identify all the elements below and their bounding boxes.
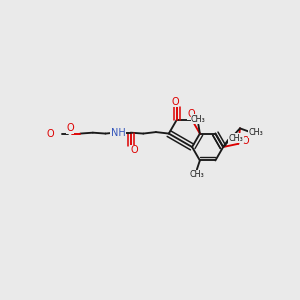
Text: CH₃: CH₃ <box>190 170 204 179</box>
Text: O: O <box>241 136 249 146</box>
Text: O: O <box>188 109 195 119</box>
Text: O: O <box>130 145 138 155</box>
Text: NH: NH <box>111 128 125 138</box>
Text: O: O <box>66 123 74 133</box>
Text: O: O <box>46 129 54 139</box>
Text: O: O <box>66 123 74 133</box>
Text: O: O <box>171 97 179 106</box>
Text: CH₃: CH₃ <box>228 134 243 143</box>
Text: CH₃: CH₃ <box>248 128 263 137</box>
Text: CH₃: CH₃ <box>191 115 206 124</box>
